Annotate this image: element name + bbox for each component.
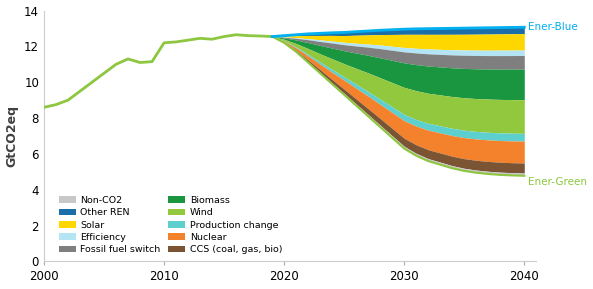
- Text: Ener-Green: Ener-Green: [528, 177, 587, 187]
- Y-axis label: GtCO2eq: GtCO2eq: [5, 105, 18, 167]
- Legend: Non-CO2, Other REN, Solar, Efficiency, Fossil fuel switch, Biomass, Wind, Produc: Non-CO2, Other REN, Solar, Efficiency, F…: [59, 196, 282, 254]
- Text: Ener-Blue: Ener-Blue: [528, 22, 578, 32]
